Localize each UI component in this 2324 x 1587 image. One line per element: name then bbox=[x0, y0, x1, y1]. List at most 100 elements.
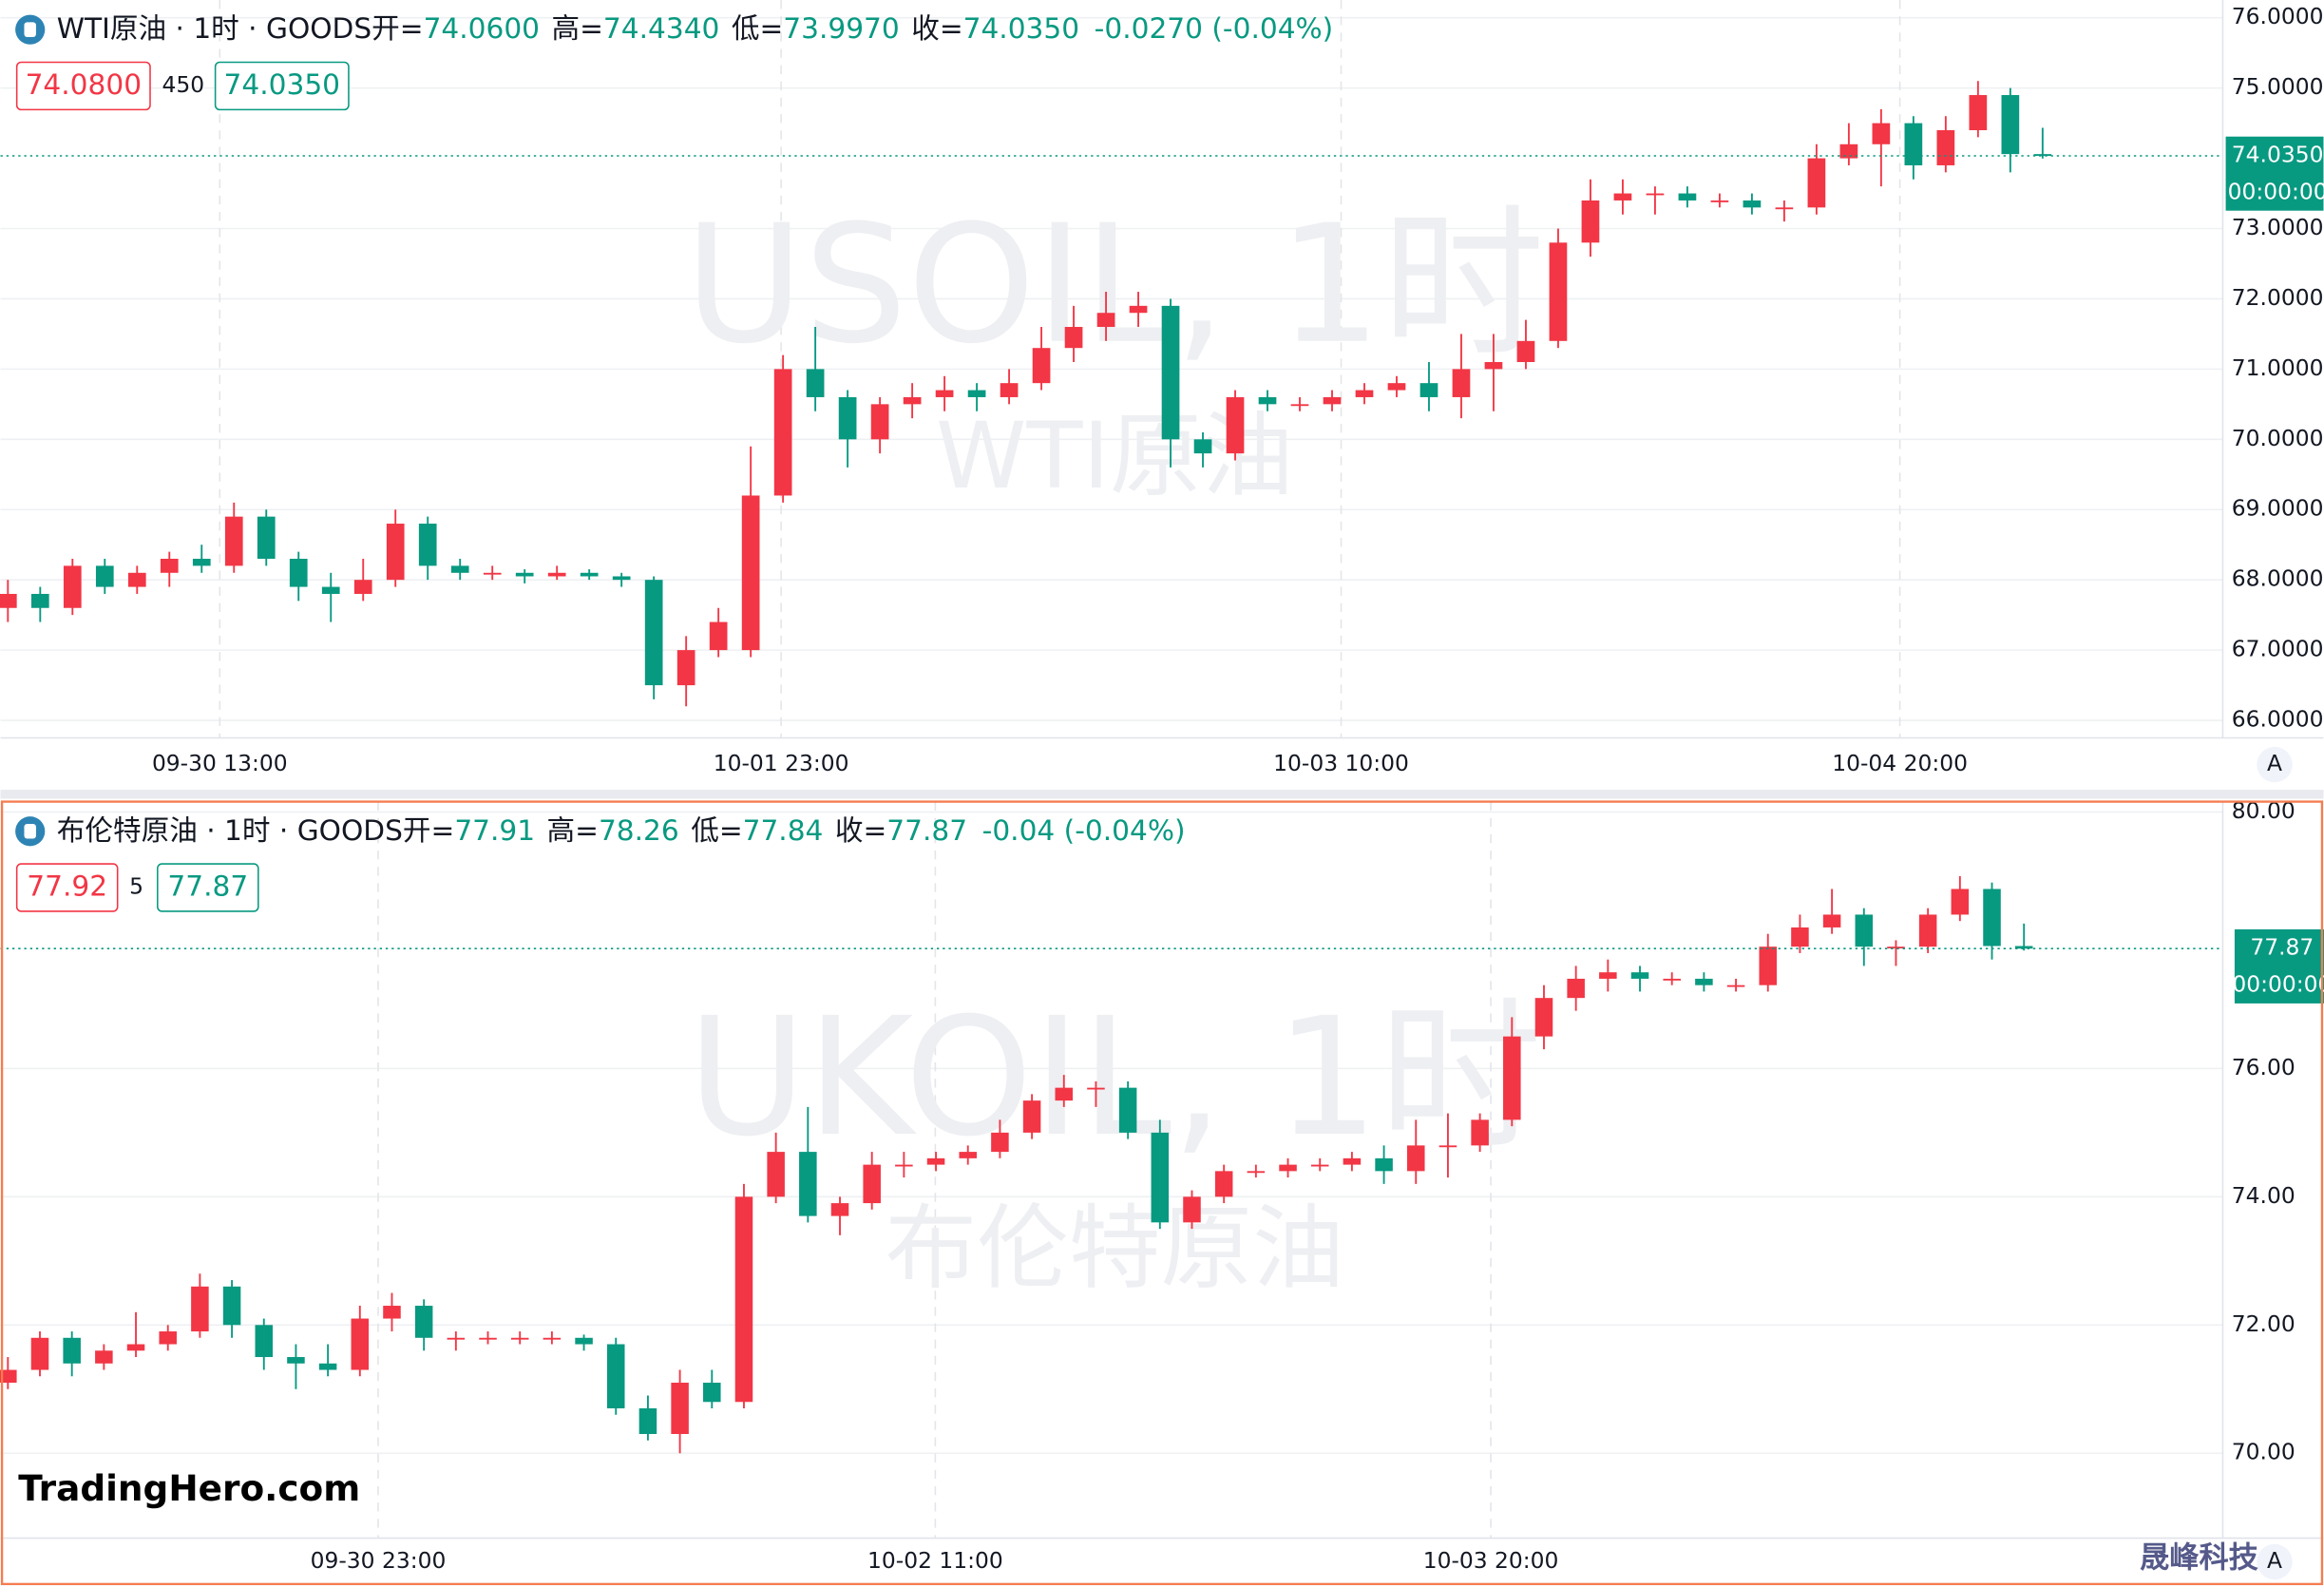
symbol-name[interactable]: 布伦特原油 · 1时 · GOODS bbox=[57, 813, 403, 846]
ohlc-label: 开= bbox=[403, 813, 454, 846]
candle-body bbox=[1375, 1157, 1393, 1172]
y-tick-label: 68.0000 bbox=[2232, 565, 2324, 592]
candle-body bbox=[447, 1337, 466, 1340]
symbol-name[interactable]: WTI原油 · 1时 · GOODS bbox=[57, 12, 371, 45]
candle-body bbox=[1290, 404, 1309, 407]
candle-body bbox=[127, 572, 146, 587]
ask-box[interactable] bbox=[214, 61, 350, 111]
y-tick-label: 67.0000 bbox=[2232, 636, 2324, 662]
candle-body bbox=[1438, 1145, 1457, 1148]
candle-body bbox=[1055, 1087, 1074, 1101]
candle-body bbox=[224, 516, 243, 566]
candle-body bbox=[1663, 978, 1681, 981]
candle-body bbox=[1969, 95, 1988, 131]
candle-body bbox=[191, 1286, 209, 1332]
candle-body bbox=[255, 1325, 274, 1358]
candle-body bbox=[1355, 390, 1374, 397]
change: -0.04 (-0.04%) bbox=[982, 813, 1186, 846]
candle-body bbox=[671, 1383, 689, 1434]
candle-body bbox=[1918, 914, 1937, 947]
bid-box[interactable] bbox=[15, 61, 151, 111]
candle-body bbox=[926, 1157, 945, 1165]
ohlc-value: 78.26 bbox=[599, 813, 679, 846]
watermark: UKOIL, 1时 bbox=[687, 984, 1541, 1173]
ohlc-label: 低= bbox=[691, 813, 742, 846]
bid-price: 77.92 bbox=[27, 870, 107, 903]
candle-body bbox=[1118, 1087, 1137, 1133]
candle-body bbox=[257, 516, 276, 559]
candle-body bbox=[222, 1286, 241, 1326]
bid-box[interactable] bbox=[15, 863, 119, 912]
candle-body bbox=[1183, 1196, 1201, 1223]
candle-body bbox=[1516, 340, 1535, 362]
candle-body bbox=[1151, 1132, 1170, 1223]
candle-body bbox=[1484, 361, 1503, 370]
candle-body bbox=[95, 565, 114, 587]
candle-body bbox=[479, 1337, 497, 1340]
scale-button[interactable] bbox=[2257, 746, 2293, 783]
ohlc-value: 74.0350 bbox=[963, 12, 1079, 45]
candle-body bbox=[1161, 305, 1180, 440]
ohlc-label: 低= bbox=[732, 12, 783, 45]
candle-body bbox=[1951, 889, 1970, 915]
candle-body bbox=[1599, 972, 1617, 979]
candle-body bbox=[0, 593, 17, 608]
candle-body bbox=[676, 650, 695, 686]
spread: 5 bbox=[129, 873, 143, 900]
candle-body bbox=[1471, 1119, 1489, 1146]
candle-body bbox=[1791, 927, 1809, 947]
ohlc-value: 74.0600 bbox=[424, 12, 540, 45]
ohlc-label: 收= bbox=[835, 813, 886, 846]
x-tick-label: 10-04 20:00 bbox=[1832, 750, 1968, 776]
candle-body bbox=[318, 1363, 337, 1370]
active-pane-border bbox=[0, 800, 2324, 1586]
watermark-sub: 布伦特原油 bbox=[885, 1195, 1343, 1302]
candle-body bbox=[1407, 1145, 1425, 1172]
candle-body bbox=[1022, 1100, 1041, 1133]
candle-body bbox=[1646, 193, 1665, 196]
candle-body bbox=[1310, 1164, 1329, 1167]
scale-button[interactable] bbox=[2257, 1543, 2293, 1580]
y-tick-label: 70.00 bbox=[2232, 1439, 2295, 1465]
candle-body bbox=[1387, 383, 1406, 391]
y-tick-label: 74.00 bbox=[2232, 1182, 2295, 1209]
ask-box[interactable] bbox=[157, 863, 259, 912]
candle-body bbox=[1807, 158, 1826, 208]
candle-body bbox=[1567, 978, 1585, 999]
x-tick-label: 10-01 23:00 bbox=[714, 750, 849, 776]
candle-body bbox=[806, 369, 825, 397]
candle-body bbox=[1936, 130, 1955, 165]
candle-body bbox=[1452, 369, 1471, 397]
y-tick-label: 66.0000 bbox=[2232, 706, 2324, 733]
candle-body bbox=[1129, 305, 1148, 314]
symbol-badge-icon bbox=[24, 823, 36, 839]
candle-body bbox=[767, 1152, 785, 1197]
last-price-box bbox=[2234, 928, 2324, 1004]
ohlc-label: 高= bbox=[547, 813, 599, 846]
candle-body bbox=[967, 390, 986, 397]
candle-body bbox=[830, 1203, 849, 1216]
candle-body bbox=[418, 524, 437, 566]
candle-body bbox=[414, 1306, 433, 1338]
ask-price: 77.87 bbox=[167, 870, 248, 903]
ohlc-value: 77.91 bbox=[454, 813, 535, 846]
candle-body bbox=[575, 1337, 593, 1345]
candle-body bbox=[287, 1357, 305, 1364]
y-tick-label: 76.00 bbox=[2232, 1054, 2295, 1080]
candle-body bbox=[1279, 1164, 1297, 1172]
candle-body bbox=[1193, 439, 1212, 454]
candle-body bbox=[709, 621, 728, 651]
candle-body bbox=[2001, 95, 2020, 155]
candle-body bbox=[1759, 946, 1778, 985]
candle-body bbox=[1581, 200, 1600, 243]
candle-body bbox=[1064, 327, 1083, 349]
y-tick-label: 75.0000 bbox=[2232, 73, 2324, 100]
candle-body bbox=[515, 572, 534, 577]
x-tick-label: 10-02 11:00 bbox=[867, 1547, 1003, 1574]
candle-body bbox=[2033, 154, 2052, 157]
ohlc-label: 收= bbox=[911, 12, 962, 45]
x-tick-label: 09-30 13:00 bbox=[152, 750, 288, 776]
candle-body bbox=[1087, 1087, 1105, 1090]
change: -0.0270 (-0.04%) bbox=[1095, 12, 1334, 45]
